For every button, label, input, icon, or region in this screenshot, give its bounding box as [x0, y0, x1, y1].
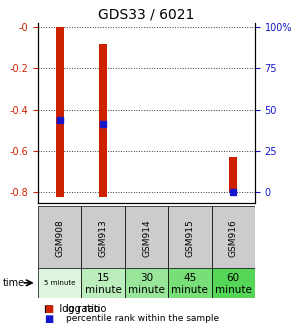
- Bar: [56, 27, 64, 197]
- Text: percentile rank within the sample: percentile rank within the sample: [66, 314, 219, 323]
- Text: GSM908: GSM908: [55, 219, 64, 257]
- Text: minute: minute: [128, 285, 165, 295]
- Text: ■: ■: [44, 314, 53, 324]
- Text: time: time: [3, 278, 25, 288]
- Text: 30: 30: [140, 273, 153, 284]
- Bar: [168, 206, 212, 270]
- Text: minute: minute: [215, 285, 252, 295]
- Bar: [212, 268, 255, 298]
- Bar: [212, 206, 255, 270]
- Bar: [125, 206, 168, 270]
- Text: GSM916: GSM916: [229, 219, 238, 257]
- Text: minute: minute: [85, 285, 122, 295]
- Text: log ratio: log ratio: [66, 304, 106, 314]
- Text: ■: ■: [44, 304, 53, 314]
- Bar: [38, 268, 81, 298]
- Title: GDS33 / 6021: GDS33 / 6021: [98, 8, 195, 22]
- Bar: [81, 206, 125, 270]
- Bar: [125, 268, 168, 298]
- Text: minute: minute: [171, 285, 208, 295]
- Bar: [99, 43, 107, 197]
- Text: GSM913: GSM913: [99, 219, 108, 257]
- Text: GSM914: GSM914: [142, 219, 151, 257]
- Bar: [229, 157, 237, 192]
- Text: ■  log ratio: ■ log ratio: [44, 304, 100, 314]
- Bar: [38, 206, 81, 270]
- Text: 45: 45: [183, 273, 197, 284]
- Text: GSM915: GSM915: [185, 219, 194, 257]
- Text: 5 minute: 5 minute: [44, 280, 76, 286]
- Text: 15: 15: [96, 273, 110, 284]
- Text: 60: 60: [227, 273, 240, 284]
- Bar: [168, 268, 212, 298]
- Bar: [81, 268, 125, 298]
